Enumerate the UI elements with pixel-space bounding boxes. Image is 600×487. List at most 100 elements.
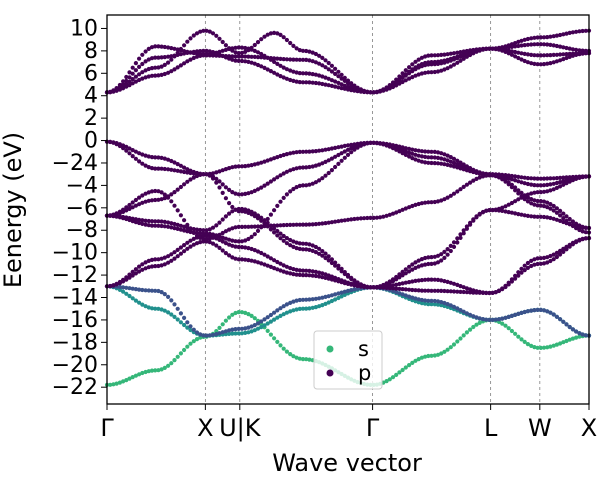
band-point bbox=[551, 208, 556, 213]
band-point bbox=[448, 243, 453, 248]
band-point bbox=[541, 308, 547, 313]
band-point bbox=[432, 53, 437, 58]
band-point bbox=[439, 258, 444, 263]
band-point bbox=[166, 363, 171, 368]
band-point bbox=[124, 144, 129, 149]
band-point bbox=[326, 158, 331, 163]
band-point bbox=[265, 216, 270, 222]
band-point bbox=[178, 163, 183, 168]
band-point bbox=[474, 170, 479, 175]
band-point bbox=[265, 223, 270, 229]
band-point bbox=[387, 280, 392, 285]
band-point bbox=[188, 244, 193, 249]
band-point bbox=[300, 268, 306, 273]
band-point bbox=[162, 219, 167, 224]
band-point bbox=[551, 187, 556, 192]
band-point bbox=[339, 266, 344, 271]
band-point bbox=[535, 345, 540, 350]
band-point bbox=[278, 199, 283, 204]
band-point bbox=[416, 300, 421, 305]
band-point bbox=[291, 69, 296, 74]
band-point bbox=[413, 265, 418, 270]
band-point bbox=[535, 176, 540, 181]
band-point bbox=[153, 55, 158, 60]
band-point bbox=[178, 320, 183, 325]
band-point bbox=[156, 263, 161, 269]
band-point bbox=[429, 155, 434, 160]
band-point bbox=[159, 307, 164, 312]
band-point bbox=[455, 306, 460, 311]
band-point bbox=[349, 88, 354, 93]
band-point bbox=[182, 169, 187, 175]
band-point bbox=[313, 51, 318, 57]
band-point bbox=[310, 222, 315, 227]
band-point bbox=[503, 283, 508, 288]
band-point bbox=[442, 67, 447, 72]
band-point bbox=[323, 147, 328, 152]
band-point bbox=[474, 176, 479, 181]
band-point bbox=[323, 58, 328, 63]
band-point bbox=[194, 173, 200, 179]
band-point bbox=[471, 288, 476, 293]
band-point bbox=[121, 86, 126, 91]
band-point bbox=[471, 324, 476, 330]
band-point bbox=[191, 33, 196, 38]
band-point bbox=[111, 283, 116, 288]
band-point bbox=[133, 149, 138, 154]
band-point bbox=[210, 31, 216, 36]
band-point bbox=[188, 50, 193, 55]
band-point bbox=[310, 297, 315, 302]
band-point bbox=[413, 278, 418, 283]
band-point bbox=[159, 219, 164, 224]
band-point bbox=[561, 216, 566, 221]
band-point bbox=[288, 237, 293, 243]
band-point bbox=[464, 168, 469, 173]
band-point bbox=[419, 297, 424, 303]
band-point bbox=[166, 220, 171, 225]
band-point bbox=[429, 261, 434, 266]
band-point bbox=[461, 52, 466, 57]
band-point bbox=[153, 223, 158, 228]
band-point bbox=[455, 60, 460, 65]
band-point bbox=[223, 329, 228, 334]
band-point bbox=[548, 258, 553, 264]
band-point bbox=[143, 266, 148, 271]
band-point bbox=[178, 223, 183, 228]
band-point bbox=[275, 155, 280, 160]
band-point bbox=[407, 287, 412, 292]
band-point bbox=[407, 76, 412, 81]
band-point bbox=[413, 260, 418, 265]
band-point bbox=[464, 330, 469, 335]
band-point bbox=[233, 327, 238, 332]
band-point bbox=[275, 308, 280, 313]
band-point bbox=[111, 213, 116, 218]
y-tick-label: −16 bbox=[52, 308, 98, 333]
band-point bbox=[496, 288, 502, 293]
band-point bbox=[117, 380, 122, 385]
band-point bbox=[121, 285, 126, 290]
band-point bbox=[429, 149, 434, 154]
band-point bbox=[390, 211, 396, 216]
band-point bbox=[243, 59, 248, 64]
band-point bbox=[570, 240, 576, 245]
band-point bbox=[188, 238, 193, 243]
legend-marker-p bbox=[326, 369, 334, 377]
band-point bbox=[541, 189, 547, 194]
band-point bbox=[268, 227, 273, 232]
band-point bbox=[130, 154, 135, 159]
band-point bbox=[304, 297, 309, 302]
band-point bbox=[310, 164, 315, 169]
band-point bbox=[339, 151, 344, 156]
band-point bbox=[554, 250, 560, 255]
band-point bbox=[175, 226, 180, 231]
band-point bbox=[529, 308, 534, 313]
band-point bbox=[397, 281, 402, 287]
band-point bbox=[249, 47, 254, 52]
band-point bbox=[259, 261, 264, 266]
band-point bbox=[439, 68, 444, 73]
band-point bbox=[227, 56, 232, 61]
band-point bbox=[159, 64, 164, 69]
band-point bbox=[185, 344, 190, 349]
band-point bbox=[349, 217, 354, 222]
